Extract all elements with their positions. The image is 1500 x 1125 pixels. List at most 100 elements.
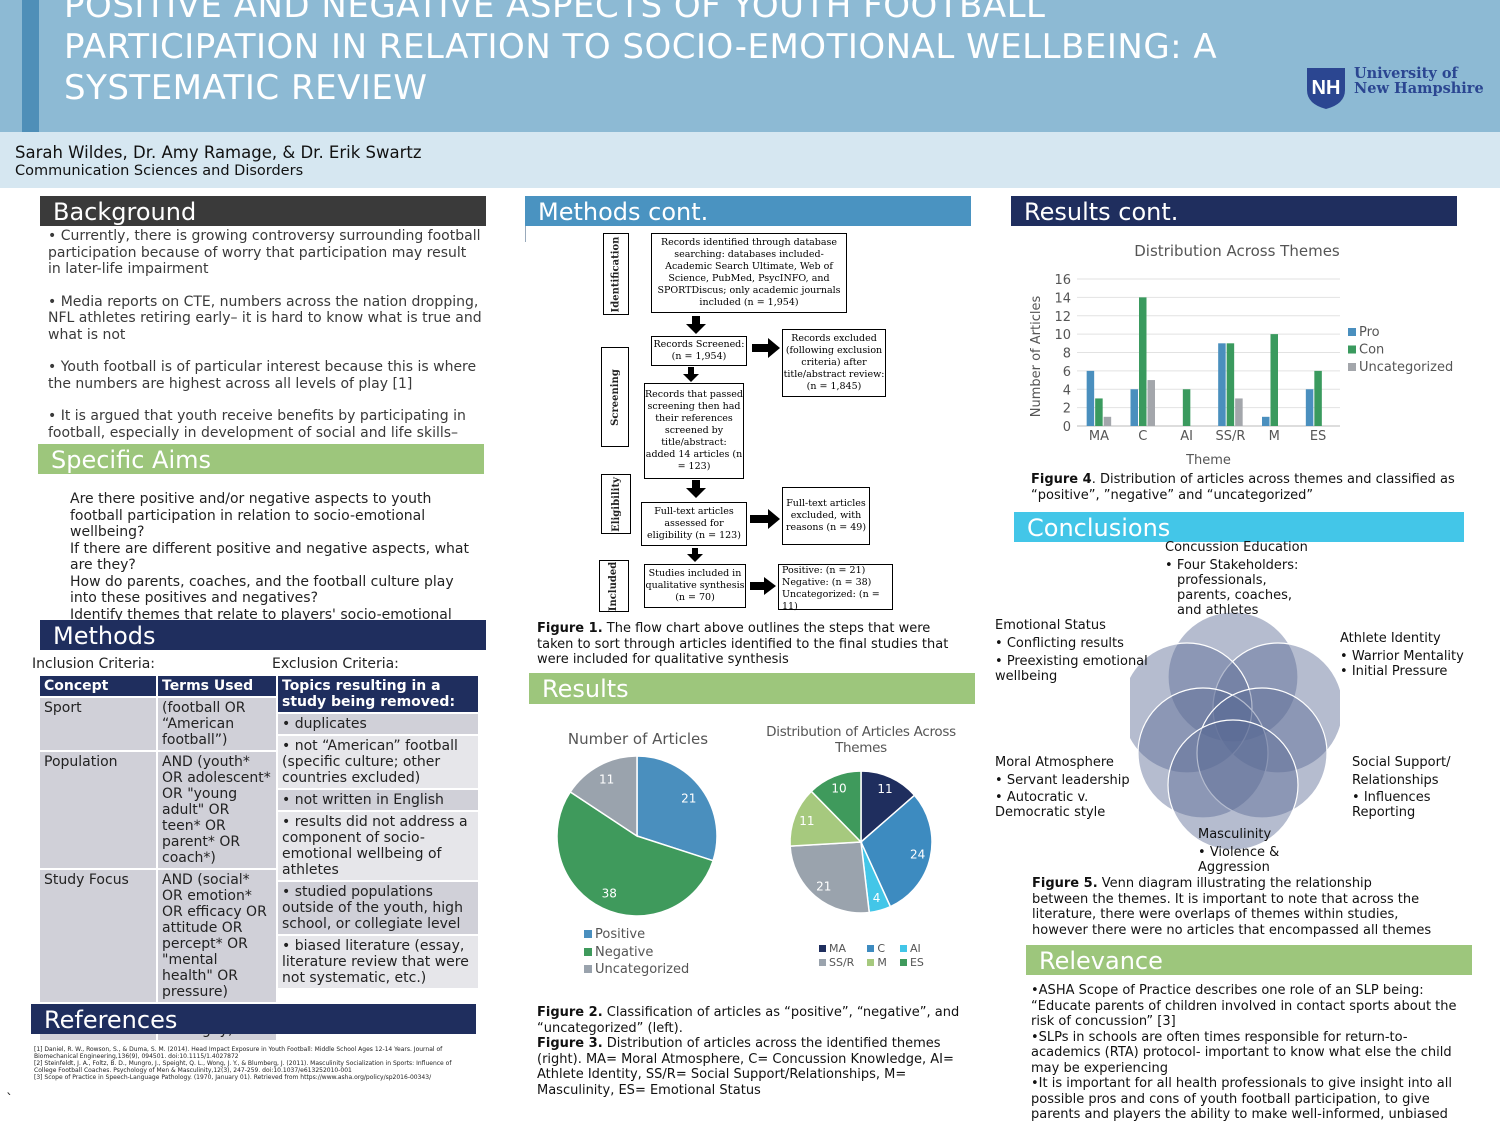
exclusion-header: Topics resulting in a study being remove…	[278, 676, 480, 712]
pie-plot: 11 24 4 21 11 10	[789, 770, 933, 914]
legend-swatch	[584, 947, 592, 956]
y-tick-label: 16	[1054, 273, 1071, 288]
table-cell: AND (social* OR emotion* OR efficacy OR …	[158, 870, 278, 1002]
bar	[1182, 389, 1191, 426]
conclusions-heading: Conclusions	[1014, 512, 1464, 542]
venn-label-identity: Athlete Identity Warrior Mentality Initi…	[1340, 631, 1490, 679]
x-tick-label: AI	[1180, 429, 1193, 444]
logo-line-1: University of	[1354, 65, 1458, 82]
flow-box-identified: Records identified through database sear…	[651, 233, 847, 313]
venn-label-item: Influences Reporting	[1352, 790, 1492, 820]
y-tick-label: 4	[1063, 383, 1071, 398]
divider	[525, 226, 526, 242]
x-axis-label: Theme	[1185, 453, 1231, 468]
logo-mark-text: NH	[1312, 77, 1341, 99]
legend-label: C	[877, 942, 886, 955]
pie-data-label: 11	[799, 814, 814, 828]
exclusion-label: Exclusion Criteria:	[272, 656, 399, 672]
arrow-right-icon	[752, 338, 780, 358]
chart-title: Distribution of Articles Across Themes	[766, 724, 956, 756]
legend-label: Con	[1359, 343, 1384, 358]
bar	[1130, 389, 1138, 426]
legend-swatch	[819, 945, 826, 952]
bar	[1218, 343, 1226, 426]
legend-swatch	[899, 945, 907, 952]
aim-item: How do parents, coaches, and the footbal…	[70, 574, 480, 607]
x-tick-label: ES	[1310, 429, 1326, 444]
flow-box-included: Studies included in qualitative synthesi…	[644, 564, 746, 608]
venn-label-emotional: Emotional Status Conflicting results Pre…	[995, 618, 1155, 684]
table-cell: Study Focus	[40, 870, 158, 1002]
y-tick-label: 6	[1063, 365, 1071, 380]
poster-title: POSITIVE AND NEGATIVE ASPECTS OF YOUTH F…	[64, 0, 1218, 108]
bar	[1235, 398, 1243, 426]
figure4-caption: Figure 4. Distribution of articles acros…	[1031, 472, 1455, 503]
y-axis-label: Number of Articles	[1029, 296, 1044, 418]
classified-line: Negative: (n = 38)	[782, 577, 872, 588]
legend-label: MA	[829, 942, 847, 955]
aim-item: If there are different positive and nega…	[70, 541, 480, 574]
inclusion-label: Inclusion Criteria:	[32, 656, 155, 672]
pie-slice	[569, 756, 638, 838]
flow-box-fulltext: Full-text articles assessed for eligibil…	[641, 502, 747, 546]
stage-label: Eligibility	[601, 474, 631, 534]
background-bullet: • It is argued that youth receive benefi…	[48, 408, 466, 441]
venn-label-title: Athlete Identity	[1340, 631, 1441, 646]
pie-data-label: 24	[910, 847, 925, 861]
references-heading: References	[31, 1004, 476, 1034]
inclusion-table: Concept Terms Used Sport (football OR “Am…	[40, 674, 278, 1042]
legend-item: Negative	[584, 944, 734, 962]
table-cell: Population	[40, 752, 158, 868]
x-tick-label: MA	[1089, 429, 1109, 444]
table-cell: AND (youth* OR adolescent* OR "young adu…	[158, 752, 278, 868]
arrow-right-icon	[750, 509, 780, 529]
legend-label: Pro	[1359, 325, 1380, 340]
inclusion-header: Terms Used	[158, 676, 278, 696]
y-tick-label: 2	[1063, 402, 1071, 417]
pie-slice	[810, 770, 862, 844]
legend-swatch	[819, 959, 826, 966]
inclusion-header: Concept	[40, 676, 158, 696]
venn-label-masculinity: Masculinity Violence & Aggression	[1198, 827, 1308, 875]
pie-data-label: 21	[681, 791, 696, 805]
flow-box-excluded: Records excluded (following exclusion cr…	[782, 329, 886, 397]
legend-item: ES	[899, 956, 929, 969]
table-cell: • not “American” football (specific cult…	[278, 736, 480, 788]
venn-label-item: Autocratic v. Democratic style	[995, 790, 1145, 820]
legend-item: Uncategorized	[584, 961, 734, 979]
y-tick-label: 12	[1054, 310, 1071, 325]
arrow-right-icon	[750, 577, 776, 595]
reference-item: [2] Steinfeldt, J. A., Foltz, B. D., Mun…	[34, 1060, 452, 1074]
bar-plot: 0 2 4 6 8 10 12 14 16 MA C AI SS/R M ES Theme Number of …	[1029, 273, 1453, 468]
flow-box-screened: Records Screened: (n = 1,954)	[651, 336, 747, 366]
venn-label-item: Violence & Aggression	[1198, 845, 1308, 875]
department: Communication Sciences and Disorders	[15, 163, 304, 179]
methods-heading: Methods	[40, 620, 486, 650]
aims-heading: Specific Aims	[38, 444, 484, 474]
pie-chart-themes: Distribution of Articles Across Themes 1…	[745, 722, 977, 982]
x-tick-label: M	[1269, 429, 1280, 444]
flow-box-classified: Positive: (n = 21) Negative: (n = 38) Un…	[778, 564, 893, 612]
legend-item: C	[867, 942, 892, 955]
legend-item: AI	[899, 942, 929, 955]
pie-slice	[636, 756, 718, 862]
background-text: • Currently, there is growing controvers…	[48, 228, 483, 444]
pie-data-label: 21	[816, 879, 831, 893]
arrow-down-icon	[686, 480, 706, 498]
arrow-down-icon	[686, 316, 706, 334]
results-heading: Results	[529, 673, 975, 704]
pie-slice	[789, 790, 863, 847]
pie-data-label: 4	[873, 891, 881, 905]
venn-label-support: Social Support/ Relationships Influences…	[1352, 754, 1492, 820]
legend-item: Positive	[584, 926, 734, 944]
venn-label-title: Masculinity	[1198, 827, 1272, 842]
venn-label-item: Preexisting emotional wellbeing	[995, 654, 1155, 684]
legend-item: SS/R	[819, 956, 859, 969]
header-accent-stripe	[22, 0, 39, 132]
pie-slice	[789, 841, 871, 914]
table-cell: • studied populations outside of the you…	[278, 882, 480, 934]
table-row: Study Focus AND (social* OR emotion* OR e…	[40, 870, 278, 1002]
table-row: • not written in English	[278, 790, 480, 810]
legend-swatch	[584, 965, 592, 973]
pie-plot: 21 38 11	[556, 756, 718, 917]
